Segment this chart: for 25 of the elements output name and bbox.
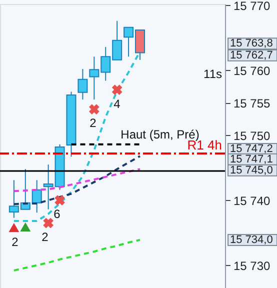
annotation: 6 [54, 207, 61, 221]
y-tick-label: 15 770 [234, 0, 271, 13]
text: 15 734,0 [230, 234, 273, 246]
candlestick [78, 68, 88, 100]
point [112, 84, 122, 95]
point [88, 104, 100, 114]
text: 15 762,7 [230, 49, 273, 62]
point [8, 223, 20, 232]
text: 15 763,8 [230, 38, 273, 50]
y-tick-label: 15 750 [234, 128, 271, 143]
y-tick-label: 15 730 [234, 258, 271, 273]
annotation: 2 [90, 116, 97, 130]
point [54, 195, 65, 206]
annotation: 2 [42, 230, 49, 244]
y-tick-label: 15 755 [234, 96, 271, 110]
y-tick-label: 15 760 [234, 64, 271, 78]
point [20, 222, 31, 232]
text: 11s [204, 67, 222, 81]
text: 15 747,1 [230, 153, 273, 166]
annotation: 2 [12, 235, 19, 249]
text: 15 745,0 [230, 164, 273, 176]
point [43, 218, 54, 228]
annotation: 4 [114, 97, 121, 111]
text: 15 747,2 [230, 143, 273, 155]
y-tick-label: 15 740 [234, 194, 271, 208]
